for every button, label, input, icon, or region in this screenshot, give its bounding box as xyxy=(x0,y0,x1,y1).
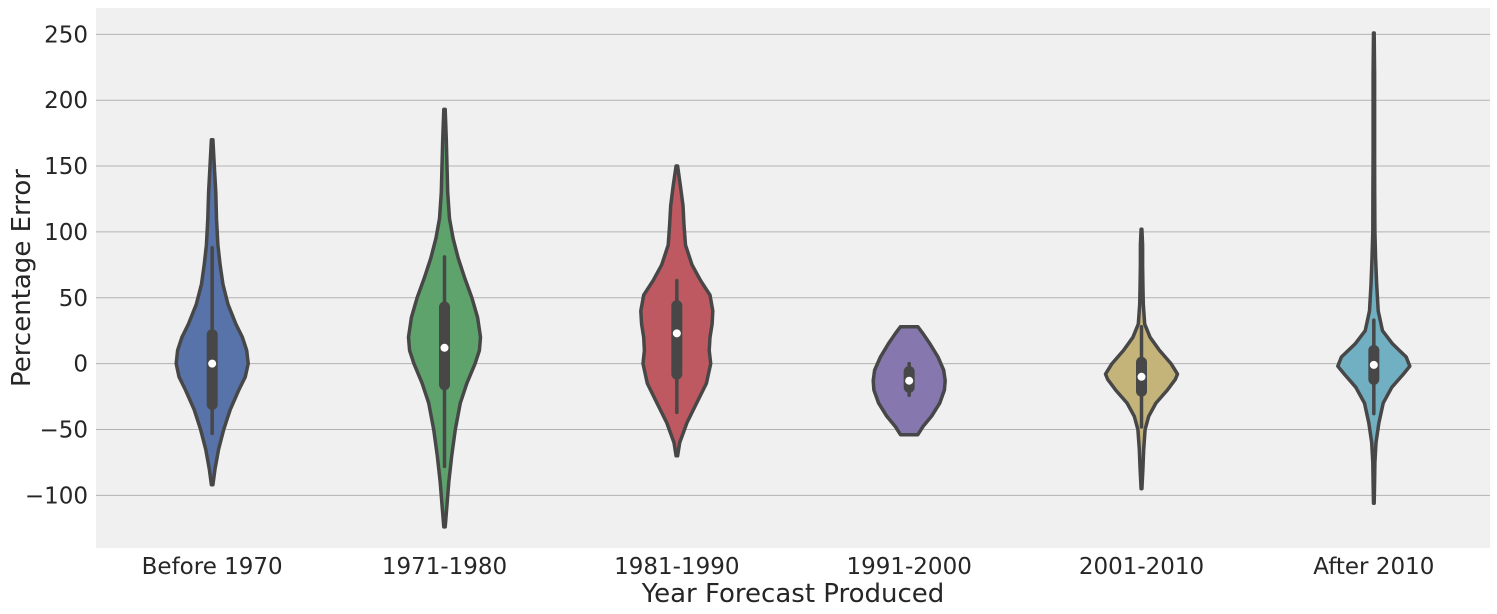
y-tick-label: −50 xyxy=(39,417,88,443)
x-tick-labels: Before 1970 1971-1980 1981-1990 1991-2000 20… xyxy=(142,554,1435,580)
y-tick-label: 50 xyxy=(59,286,88,312)
violin-median-point xyxy=(208,359,217,368)
violin-body xyxy=(1336,31,1412,505)
plot-background xyxy=(96,8,1490,548)
x-tick-label: 1971-1980 xyxy=(382,554,507,580)
x-tick-label: 1991-2000 xyxy=(846,554,971,580)
violin-median-point xyxy=(672,329,681,338)
y-tick-label: 100 xyxy=(44,220,88,246)
violin-median-point xyxy=(1369,360,1378,369)
violin-group xyxy=(639,164,715,458)
violin-group xyxy=(1336,31,1412,505)
y-tick-label: −100 xyxy=(25,483,88,509)
violin-group xyxy=(871,324,947,437)
y-tick-label: 150 xyxy=(44,154,88,180)
violin-group xyxy=(406,107,483,529)
violin-median-point xyxy=(1137,372,1146,381)
x-tick-label: After 2010 xyxy=(1313,554,1434,580)
violin-group xyxy=(174,137,250,487)
grid-lines xyxy=(96,33,1490,496)
y-tick-label: 200 xyxy=(44,88,88,114)
x-tick-label: Before 1970 xyxy=(142,554,283,580)
y-tick-labels: −100 −50 0 50 100 150 200 250 xyxy=(25,22,88,509)
x-tick-label: 2001-2010 xyxy=(1079,554,1204,580)
y-axis-label: Percentage Error xyxy=(7,169,37,387)
x-tick-label: 1981-1990 xyxy=(614,554,739,580)
y-tick-label: 250 xyxy=(44,22,88,48)
violins xyxy=(174,31,1412,529)
x-axis-label: Year Forecast Produced xyxy=(641,579,945,609)
violin-median-point xyxy=(440,343,449,352)
y-tick-label: 0 xyxy=(73,352,88,378)
violin-group xyxy=(1103,227,1180,491)
violin-median-point xyxy=(905,376,914,385)
